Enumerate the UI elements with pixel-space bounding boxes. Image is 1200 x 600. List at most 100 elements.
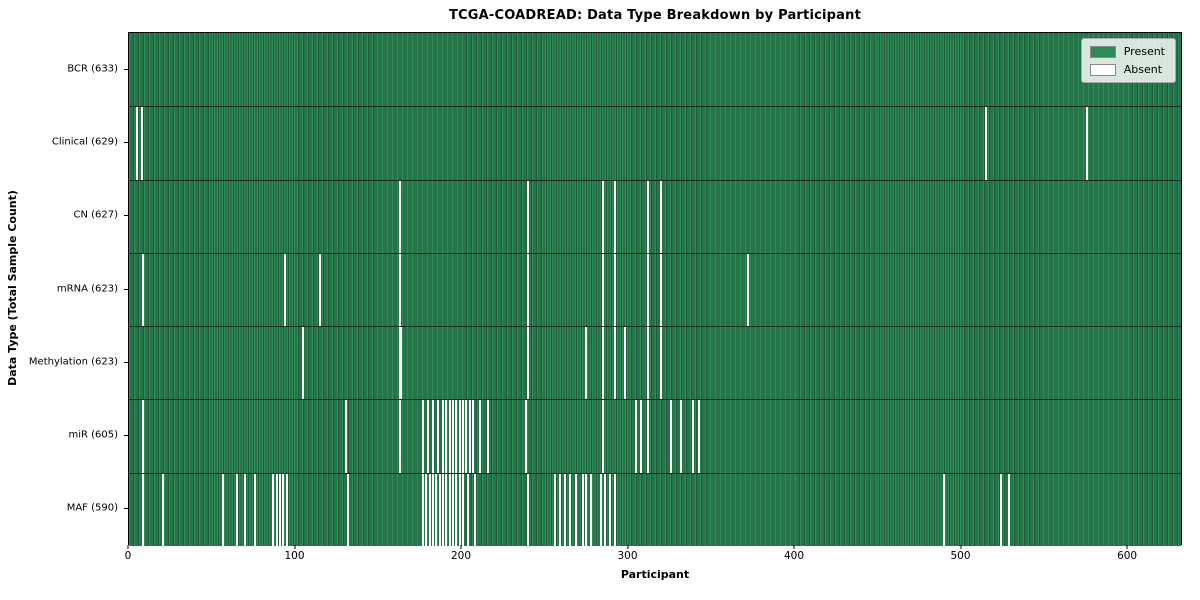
absent-mark xyxy=(135,107,138,180)
y-tick-mark xyxy=(124,435,128,437)
absent-mark xyxy=(601,400,604,473)
absent-mark xyxy=(613,473,616,546)
y-tick-label: miR (605) xyxy=(68,429,118,441)
absent-mark xyxy=(235,473,238,546)
x-tick-mark xyxy=(294,545,295,549)
absent-mark xyxy=(1008,473,1011,546)
y-tick-mark xyxy=(124,361,128,363)
absent-mark xyxy=(285,473,288,546)
absent-mark xyxy=(746,253,749,327)
absent-mark xyxy=(640,400,643,473)
absent-mark xyxy=(603,473,606,546)
y-tick-label: MAF (590) xyxy=(66,502,118,514)
legend-entry-absent: Absent xyxy=(1089,63,1165,76)
absent-mark xyxy=(452,400,455,473)
absent-mark xyxy=(142,473,145,546)
absent-mark xyxy=(635,400,638,473)
heatmap-row-clinical xyxy=(129,106,1181,180)
absent-mark xyxy=(282,473,285,546)
y-tick-label: CN (627) xyxy=(73,209,118,221)
absent-mark xyxy=(660,327,663,400)
absent-mark xyxy=(468,400,471,473)
absent-mark xyxy=(943,473,946,546)
absent-mark xyxy=(400,327,403,400)
absent-mark xyxy=(590,473,593,546)
absent-mark xyxy=(345,400,348,473)
absent-mark xyxy=(526,180,529,253)
absent-mark xyxy=(646,180,649,253)
absent-mark xyxy=(563,473,566,546)
absent-mark xyxy=(452,473,455,546)
x-tick-label: 200 xyxy=(450,550,472,562)
absent-mark xyxy=(425,473,428,546)
absent-mark xyxy=(448,400,451,473)
absent-mark xyxy=(278,473,281,546)
absent-mark xyxy=(585,327,588,400)
absent-mark xyxy=(283,253,286,327)
y-tick-mark xyxy=(124,288,128,290)
absent-mark xyxy=(458,400,461,473)
absent-mark xyxy=(398,253,401,327)
heatmap-row-methylation xyxy=(129,326,1181,400)
absent-mark xyxy=(142,253,145,327)
absent-mark xyxy=(253,473,256,546)
absent-mark xyxy=(428,473,431,546)
absent-mark xyxy=(432,400,435,473)
y-tick-mark xyxy=(124,215,128,217)
absent-mark xyxy=(601,180,604,253)
absent-mark xyxy=(438,473,441,546)
heatmap-row-bcr xyxy=(129,33,1181,107)
absent-mark xyxy=(698,400,701,473)
x-tick-label: 300 xyxy=(617,550,638,562)
absent-mark xyxy=(398,180,401,253)
absent-mark xyxy=(558,473,561,546)
x-tick-label: 500 xyxy=(950,550,971,562)
absent-mark xyxy=(568,473,571,546)
absent-mark xyxy=(272,473,275,546)
x-tick-mark xyxy=(1126,545,1128,549)
absent-mark xyxy=(442,400,445,473)
y-tick-mark xyxy=(124,68,128,70)
x-tick-mark xyxy=(460,545,462,549)
absent-mark xyxy=(660,253,663,327)
absent-mark xyxy=(613,180,616,253)
absent-mark xyxy=(526,327,529,400)
absent-mark xyxy=(581,473,584,546)
absent-mark xyxy=(465,400,468,473)
legend: Present Absent xyxy=(1080,38,1176,83)
absent-mark xyxy=(585,473,588,546)
x-tick-mark xyxy=(793,545,795,549)
absent-mark xyxy=(608,473,611,546)
absent-mark xyxy=(442,473,445,546)
absent-mark xyxy=(691,400,694,473)
absent-mark xyxy=(613,327,616,400)
x-tick-label: 400 xyxy=(783,550,805,562)
absent-mark xyxy=(478,400,481,473)
x-tick-mark xyxy=(960,545,961,549)
absent-mark xyxy=(162,473,165,546)
absent-mark xyxy=(646,253,649,327)
absent-mark xyxy=(462,473,465,546)
heatmap-row-cn xyxy=(129,179,1181,253)
absent-mark xyxy=(553,473,556,546)
absent-mark xyxy=(660,180,663,253)
absent-mark xyxy=(467,473,469,546)
absent-mark xyxy=(448,473,451,546)
absent-mark xyxy=(646,400,649,473)
plot-area: Present Absent xyxy=(128,32,1182,546)
absent-mark xyxy=(999,473,1002,546)
absent-mark xyxy=(646,327,649,400)
absent-mark xyxy=(243,473,246,546)
absent-mark xyxy=(472,400,474,473)
y-tick-label: Methylation (623) xyxy=(28,356,118,368)
absent-mark xyxy=(1086,107,1089,180)
y-tick-label: mRNA (623) xyxy=(56,283,118,294)
heatmap-row-mir xyxy=(129,399,1181,473)
absent-mark xyxy=(398,400,401,473)
absent-mark xyxy=(613,253,616,327)
absent-mark xyxy=(680,400,683,473)
absent-mark xyxy=(455,473,458,546)
absent-swatch xyxy=(1089,63,1116,76)
absent-mark xyxy=(422,473,425,546)
absent-mark xyxy=(526,253,529,327)
